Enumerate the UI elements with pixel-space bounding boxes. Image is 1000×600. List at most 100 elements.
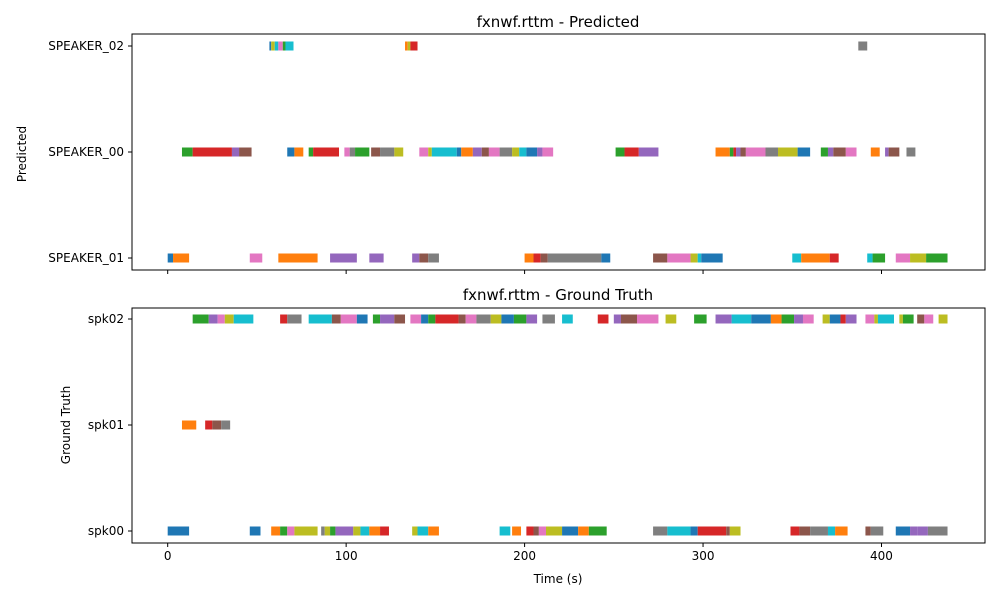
segment-bar bbox=[394, 314, 406, 324]
segment-bar bbox=[731, 314, 752, 324]
segment-bar bbox=[870, 526, 884, 536]
segment-bar bbox=[428, 314, 436, 324]
segment-bar bbox=[715, 314, 732, 324]
segment-bar bbox=[872, 253, 886, 263]
segment-bar bbox=[690, 526, 698, 536]
segment-bar bbox=[765, 147, 778, 157]
segment-bar bbox=[421, 314, 429, 324]
segment-bar bbox=[205, 420, 213, 430]
segment-bar bbox=[715, 147, 730, 157]
segment-bar bbox=[353, 526, 361, 536]
segment-bar bbox=[895, 253, 911, 263]
segment-bar bbox=[820, 147, 828, 157]
x-axis-label: Time (s) bbox=[533, 572, 583, 586]
segment-bar bbox=[840, 314, 846, 324]
segment-bar bbox=[308, 147, 314, 157]
segment-bar bbox=[794, 314, 803, 324]
segment-bar bbox=[330, 526, 336, 536]
segment-bar bbox=[740, 147, 746, 157]
segment-bar bbox=[519, 147, 527, 157]
segment-bar bbox=[601, 253, 611, 263]
segment-bar bbox=[653, 253, 668, 263]
segment-bar bbox=[280, 526, 288, 536]
segment-bar bbox=[513, 314, 527, 324]
segment-bar bbox=[906, 147, 916, 157]
segment-bar bbox=[394, 147, 404, 157]
segment-bar bbox=[845, 147, 857, 157]
segment-bar bbox=[490, 314, 502, 324]
segment-bar bbox=[217, 314, 225, 324]
segment-bar bbox=[428, 253, 439, 263]
segment-bar bbox=[697, 526, 727, 536]
segment-bar bbox=[667, 253, 691, 263]
segment-bar bbox=[578, 526, 589, 536]
segment-bar bbox=[810, 526, 828, 536]
segment-bar bbox=[419, 253, 429, 263]
segment-bar bbox=[224, 314, 234, 324]
segment-bar bbox=[231, 147, 240, 157]
segment-bar bbox=[822, 314, 830, 324]
segment-bar bbox=[407, 41, 411, 51]
segment-bar bbox=[665, 314, 677, 324]
segment-bar bbox=[181, 147, 193, 157]
x-tick-label: 400 bbox=[870, 549, 893, 563]
segment-bar bbox=[458, 314, 466, 324]
segment-bar bbox=[562, 314, 573, 324]
segment-bar bbox=[799, 526, 811, 536]
segment-bar bbox=[410, 41, 418, 51]
segment-bar bbox=[360, 526, 370, 536]
segment-bar bbox=[827, 526, 836, 536]
segment-bar bbox=[371, 147, 381, 157]
segment-bar bbox=[221, 420, 231, 430]
segment-bar bbox=[481, 147, 489, 157]
segment-bar bbox=[512, 526, 522, 536]
segment-bar bbox=[653, 526, 668, 536]
predicted-xticks bbox=[167, 270, 882, 274]
segment-bar bbox=[499, 526, 511, 536]
segment-bar bbox=[278, 41, 283, 51]
segment-bar bbox=[542, 314, 555, 324]
segment-bar bbox=[533, 526, 539, 536]
segment-bar bbox=[344, 147, 350, 157]
segment-bar bbox=[456, 147, 462, 157]
segment-bar bbox=[865, 314, 875, 324]
segment-bar bbox=[546, 526, 563, 536]
segment-bar bbox=[167, 526, 190, 536]
ground-truth-title: fxnwf.rttm - Ground Truth bbox=[463, 286, 653, 304]
segment-bar bbox=[412, 526, 418, 536]
segment-bar bbox=[512, 147, 520, 157]
segment-bar bbox=[271, 41, 275, 51]
segment-bar bbox=[476, 314, 491, 324]
segment-bar bbox=[313, 147, 340, 157]
x-tick-label: 0 bbox=[164, 549, 172, 563]
segment-bar bbox=[524, 253, 534, 263]
segment-bar bbox=[533, 253, 541, 263]
segment-bar bbox=[405, 41, 408, 51]
segment-bar bbox=[701, 253, 723, 263]
segment-bar bbox=[597, 314, 609, 324]
segment-bar bbox=[294, 526, 318, 536]
segment-bar bbox=[899, 314, 903, 324]
segment-bar bbox=[324, 526, 331, 536]
segment-bar bbox=[917, 314, 925, 324]
segment-bar bbox=[192, 314, 209, 324]
segment-bar bbox=[410, 314, 422, 324]
segment-bar bbox=[938, 314, 948, 324]
segment-bar bbox=[867, 253, 873, 263]
segment-bar bbox=[380, 314, 395, 324]
segment-bar bbox=[835, 526, 848, 536]
segment-bar bbox=[340, 314, 357, 324]
segment-bar bbox=[526, 147, 538, 157]
segment-bar bbox=[895, 526, 911, 536]
segment-bar bbox=[801, 253, 830, 263]
x-tick-label: 100 bbox=[335, 549, 358, 563]
segment-bar bbox=[885, 147, 889, 157]
segment-bar bbox=[499, 147, 513, 157]
segment-bar bbox=[833, 147, 846, 157]
segment-bar bbox=[380, 526, 389, 536]
segment-bar bbox=[845, 314, 857, 324]
segment-bar bbox=[321, 526, 325, 536]
segment-bar bbox=[888, 147, 900, 157]
ground-truth-panel: fxnwf.rttm - Ground Truth Ground Truth T… bbox=[59, 286, 986, 586]
segment-bar bbox=[335, 526, 354, 536]
